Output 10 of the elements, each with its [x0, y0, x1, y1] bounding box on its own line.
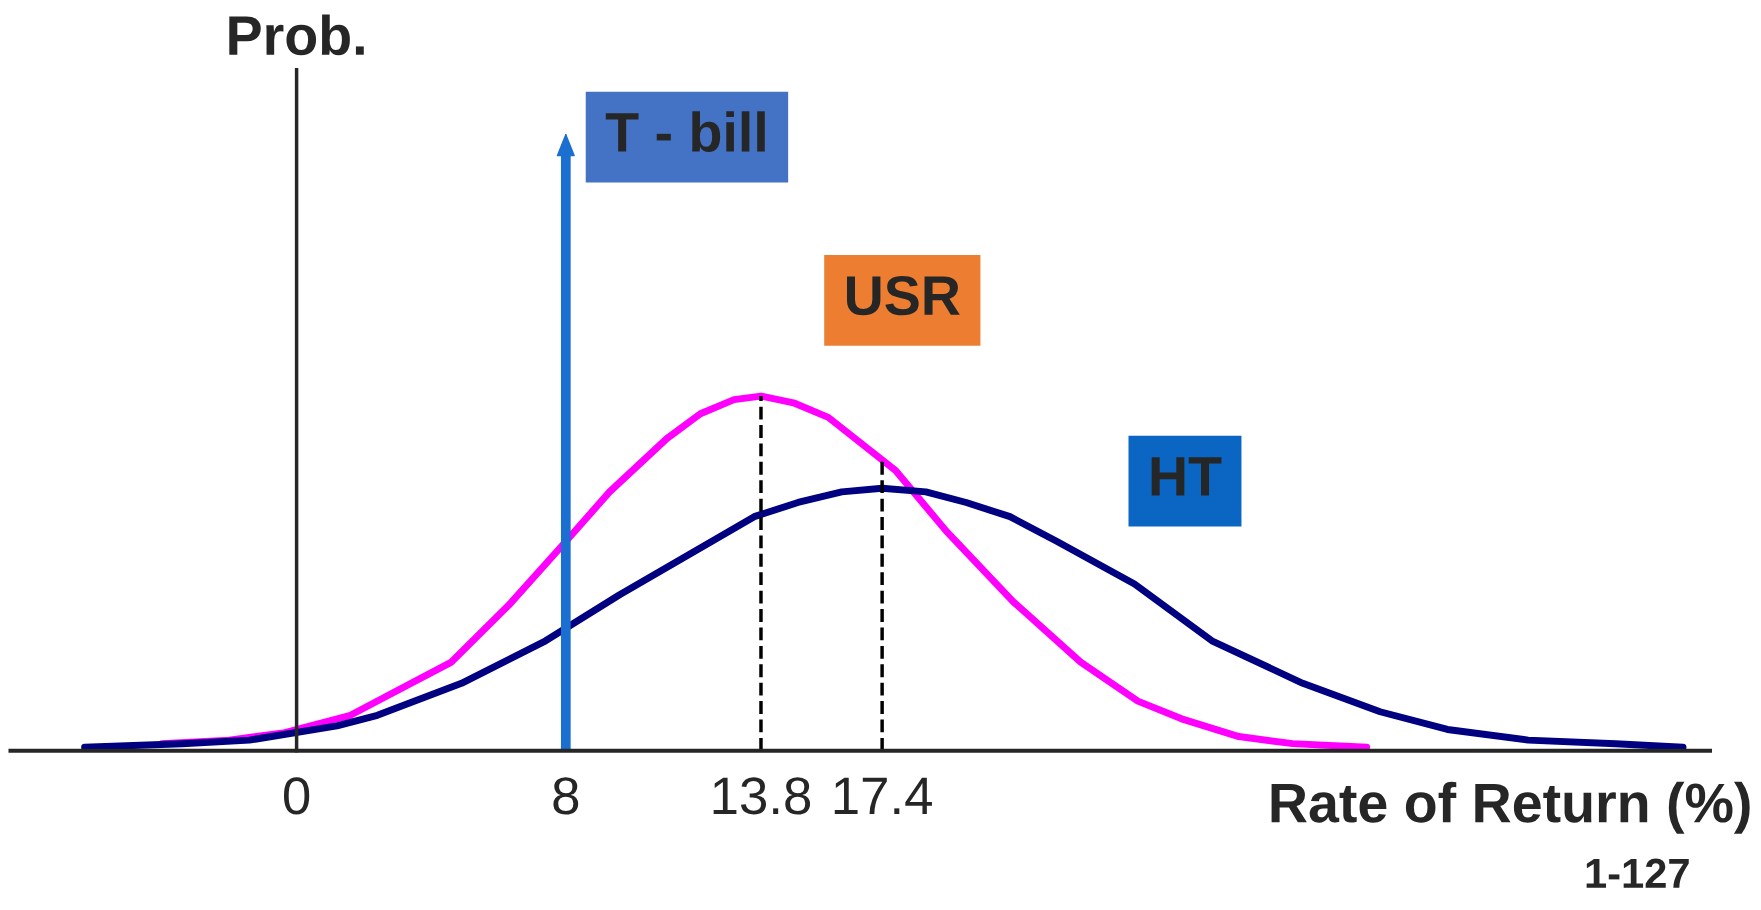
x-axis-title: Rate of Return (%) [1271, 781, 1750, 834]
x-tick-label: 8 [553, 777, 579, 815]
x-tick-label: 17.4 [834, 777, 932, 814]
x-tick-label: 0 [283, 777, 310, 815]
x-tick-label: 13.8 [713, 777, 811, 815]
text: 1-127 [1586, 858, 1689, 888]
series-label: HT [1151, 457, 1222, 496]
text: Prob. [229, 14, 364, 56]
ref-line-label: T - bill [605, 111, 765, 153]
series-label: USR [847, 275, 960, 316]
